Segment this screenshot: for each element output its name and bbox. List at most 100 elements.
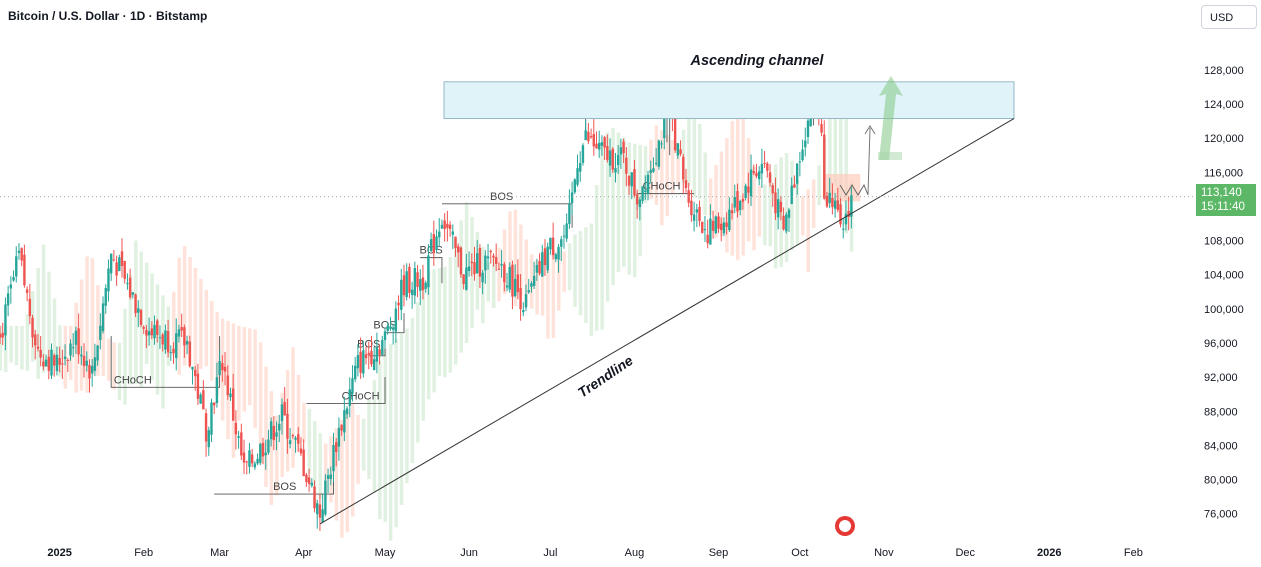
candle-body [90,365,94,374]
candle-body [798,161,802,163]
cloud-slice [416,302,420,443]
candle-body [785,214,788,232]
candle-body [302,449,305,477]
candle-body [88,365,91,379]
cloud-slice [752,166,756,251]
projection-arrowhead [864,125,876,135]
candle-body [703,229,707,231]
candle-body [744,185,747,199]
candle-body [489,250,492,253]
candle-body [405,271,408,298]
candle-body [646,174,650,194]
candle-body [462,274,465,285]
candle-body [766,163,769,171]
candle-body [58,357,61,365]
candle-body [310,482,314,486]
candle-body [630,172,633,187]
candle-body [313,486,316,509]
candle-body [568,203,571,224]
candle-body [736,191,739,212]
structure-line [306,377,386,405]
candle-body [413,268,417,296]
candle-body [722,222,726,234]
candle-body [237,436,240,438]
candle-body [706,234,709,244]
candle-body [752,171,755,174]
candle-body [508,266,511,290]
x-tick-label: Feb [134,547,153,559]
candle-body [427,255,430,288]
candle-body [335,442,338,453]
candle-body [494,257,498,264]
candle-body [730,210,734,214]
candle-body [787,209,791,218]
x-tick-label: Nov [874,547,894,559]
candle-body [554,254,558,260]
candle-body [199,394,202,404]
cloud-slice [323,443,328,500]
candle-body [470,261,473,264]
cloud-slice [605,132,610,302]
currency-button[interactable]: USD [1201,5,1257,29]
candle-body [676,143,680,156]
candle-body [505,285,509,288]
candle-body [446,223,449,228]
x-tick-label: Jul [543,547,557,559]
cloud-slice [768,174,773,247]
candle-body [711,220,715,231]
candle-body [286,413,289,439]
candle-body [839,204,842,225]
cloud-slice [844,112,848,234]
cloud-slice [14,325,19,366]
candle-body [145,329,148,336]
candle-body [725,222,728,227]
candle-body [760,163,764,174]
candle-body [370,350,373,365]
candle-body [278,423,281,431]
x-tick-label: Oct [791,547,808,559]
cloud-slice [698,123,702,200]
candle-body [673,114,677,151]
cloud-slice [128,274,133,385]
x-tick-label: May [375,547,396,559]
cloud-slice [622,137,626,268]
cloud-slice [443,266,447,378]
candle-body [684,180,688,188]
candle-body [288,440,292,445]
structure-label: CHoCH [114,374,152,386]
y-tick-label: 104,000 [1204,270,1244,282]
cloud-slice [828,117,832,196]
candle-body [690,200,693,216]
candle-body [61,363,64,365]
candle-body [619,147,623,155]
candle-body [459,247,463,275]
candle-body [757,171,761,180]
candle-body [109,253,113,274]
candle-body [297,434,300,444]
candle-body [158,337,162,339]
candle-body [532,275,536,286]
candle-body [776,199,780,218]
cloud-slice [47,271,51,369]
candle-body [275,432,278,437]
candle-body [47,356,51,371]
x-tick-label: Feb [1124,547,1143,559]
cloud-slice [123,308,127,405]
candle-body [294,437,297,440]
candle-body [177,329,181,337]
candle-body [191,366,194,370]
cloud-slice [795,180,800,246]
candle-body [424,282,427,289]
candle-body [638,199,642,208]
candle-body [161,334,164,345]
candle-body [492,255,495,258]
cloud-slice [388,343,393,541]
cloud-slice [660,130,664,226]
cloud-slice [318,433,322,499]
x-tick-label: Apr [295,547,312,559]
cloud-slice [811,179,816,229]
cloud-slice [557,250,561,311]
candle-body [316,503,319,515]
